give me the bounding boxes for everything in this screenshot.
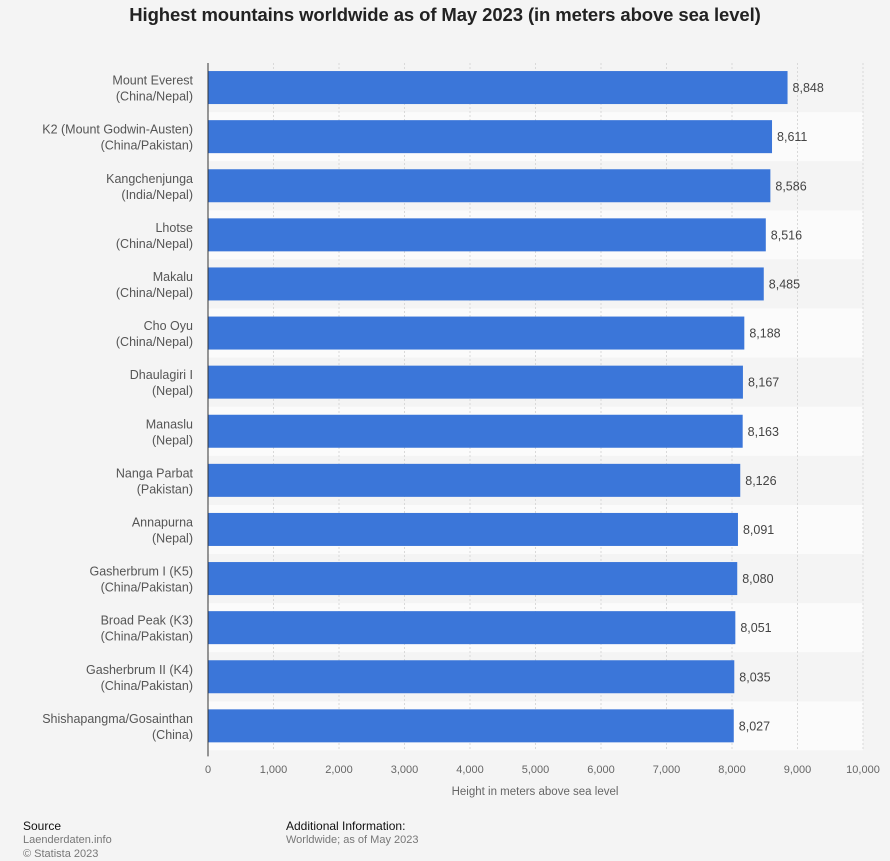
x-tick-label: 9,000 — [784, 764, 812, 776]
additional-info-block: Additional Information: Worldwide; as of… — [286, 819, 418, 847]
category-label: Gasherbrum II (K4) — [86, 663, 193, 677]
category-label: (China/Pakistan) — [101, 139, 193, 153]
data-label: 8,611 — [777, 130, 807, 144]
x-tick-label: 2,000 — [325, 764, 353, 776]
data-label: 8,485 — [769, 277, 800, 291]
bar[interactable] — [208, 512, 738, 546]
category-label: (China/Nepal) — [116, 286, 193, 300]
data-label: 8,167 — [748, 376, 779, 390]
x-tick-label: 4,000 — [456, 764, 484, 776]
category-label: Cho Oyu — [144, 319, 193, 333]
x-tick-label: 10,000 — [846, 764, 880, 776]
category-label: (Nepal) — [152, 531, 193, 545]
bar[interactable] — [208, 218, 766, 252]
chart-title: Highest mountains worldwide as of May 20… — [129, 4, 761, 25]
category-label: Annapurna — [132, 515, 193, 529]
data-label: 8,586 — [775, 179, 806, 193]
category-label: (China/Pakistan) — [101, 679, 193, 693]
category-label: Gasherbrum I (K5) — [89, 565, 193, 579]
additional-info-heading: Additional Information: — [286, 819, 406, 833]
chart-area: 8,848 Mount Everest (China/Nepal) 8,611 K2 (… — [42, 63, 880, 798]
source-name[interactable]: Laenderdaten.info — [23, 834, 112, 846]
data-label: 8,051 — [740, 621, 771, 635]
category-label: Manaslu — [146, 417, 193, 431]
bar[interactable] — [208, 120, 773, 154]
bar[interactable] — [208, 562, 738, 596]
data-label: 8,188 — [749, 327, 780, 341]
category-label: Dhaulagiri I — [130, 368, 193, 382]
bar[interactable] — [208, 316, 745, 350]
x-tick-label: 5,000 — [522, 764, 550, 776]
source-block: Source Laenderdaten.info © Statista 2023 — [23, 819, 112, 861]
category-label: (India/Nepal) — [121, 188, 193, 202]
category-label: (China/Nepal) — [116, 90, 193, 104]
category-label: K2 (Mount Godwin-Austen) — [42, 123, 193, 137]
bar[interactable] — [208, 267, 764, 301]
category-label: Broad Peak (K3) — [101, 614, 193, 628]
bar[interactable] — [208, 611, 736, 645]
x-axis-title: Height in meters above sea level — [452, 786, 619, 798]
category-label: (Nepal) — [152, 384, 193, 398]
category-label: (China/Pakistan) — [101, 630, 193, 644]
bar[interactable] — [208, 169, 771, 203]
data-label: 8,080 — [742, 572, 773, 586]
data-label: 8,035 — [739, 670, 770, 684]
x-tick-label: 1,000 — [260, 764, 288, 776]
x-tick-label: 7,000 — [653, 764, 681, 776]
bar[interactable] — [208, 463, 741, 497]
x-tick-label: 8,000 — [718, 764, 746, 776]
category-label: (China/Pakistan) — [101, 581, 193, 595]
x-tick-label: 3,000 — [391, 764, 419, 776]
additional-info-text: Worldwide; as of May 2023 — [286, 834, 419, 846]
category-label: (Nepal) — [152, 433, 193, 447]
category-label: (China) — [152, 728, 193, 742]
data-label: 8,516 — [771, 228, 802, 242]
category-label: Kangchenjunga — [106, 172, 193, 186]
x-tick-label: 6,000 — [587, 764, 615, 776]
bar[interactable] — [208, 709, 734, 743]
category-label: Nanga Parbat — [116, 466, 194, 480]
bar[interactable] — [208, 660, 735, 694]
category-label: Lhotse — [155, 221, 193, 235]
data-label: 8,126 — [745, 474, 776, 488]
data-label: 8,027 — [739, 719, 770, 733]
data-label: 8,091 — [743, 523, 774, 537]
source-heading: Source — [23, 819, 62, 833]
category-label: (China/Nepal) — [116, 335, 193, 349]
category-label: Mount Everest — [112, 74, 193, 88]
category-label: Shishapangma/Gosainthan — [42, 712, 193, 726]
category-label: (China/Nepal) — [116, 237, 193, 251]
copyright-text: © Statista 2023 — [23, 848, 99, 860]
bar[interactable] — [208, 365, 743, 399]
category-label: (Pakistan) — [137, 482, 193, 496]
category-label: Makalu — [153, 270, 193, 284]
bar[interactable] — [208, 414, 743, 448]
x-tick-label: 0 — [205, 764, 211, 776]
data-label: 8,848 — [793, 81, 824, 95]
data-label: 8,163 — [748, 425, 779, 439]
bar[interactable] — [208, 71, 788, 105]
